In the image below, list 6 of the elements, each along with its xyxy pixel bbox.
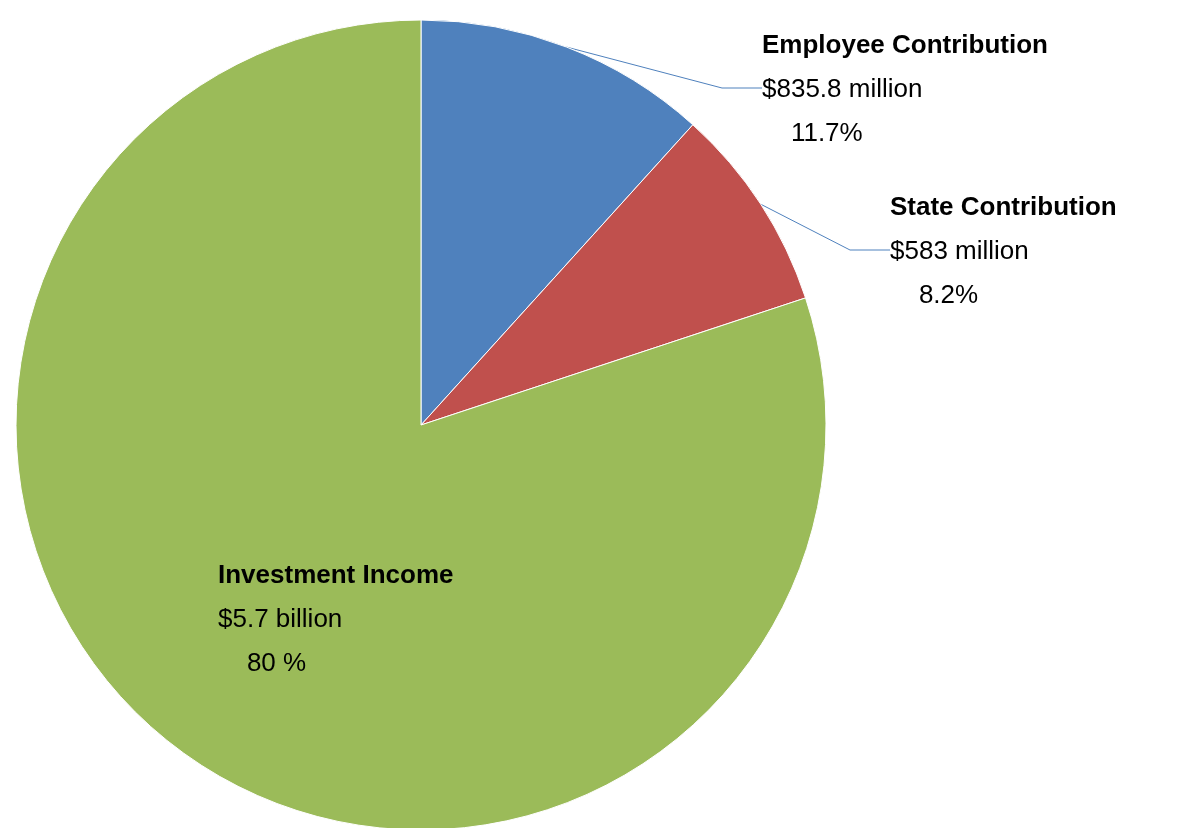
slice-label: Investment Income <box>218 559 454 589</box>
data-label: $835.8 million 11.7% <box>762 73 923 147</box>
data-label: $583 million 8.2% <box>890 235 1029 309</box>
data-label: $5.7 billion 80 % <box>218 603 343 677</box>
slice-label: State Contribution <box>890 191 1117 221</box>
slice-label: Employee Contribution <box>762 29 1048 59</box>
